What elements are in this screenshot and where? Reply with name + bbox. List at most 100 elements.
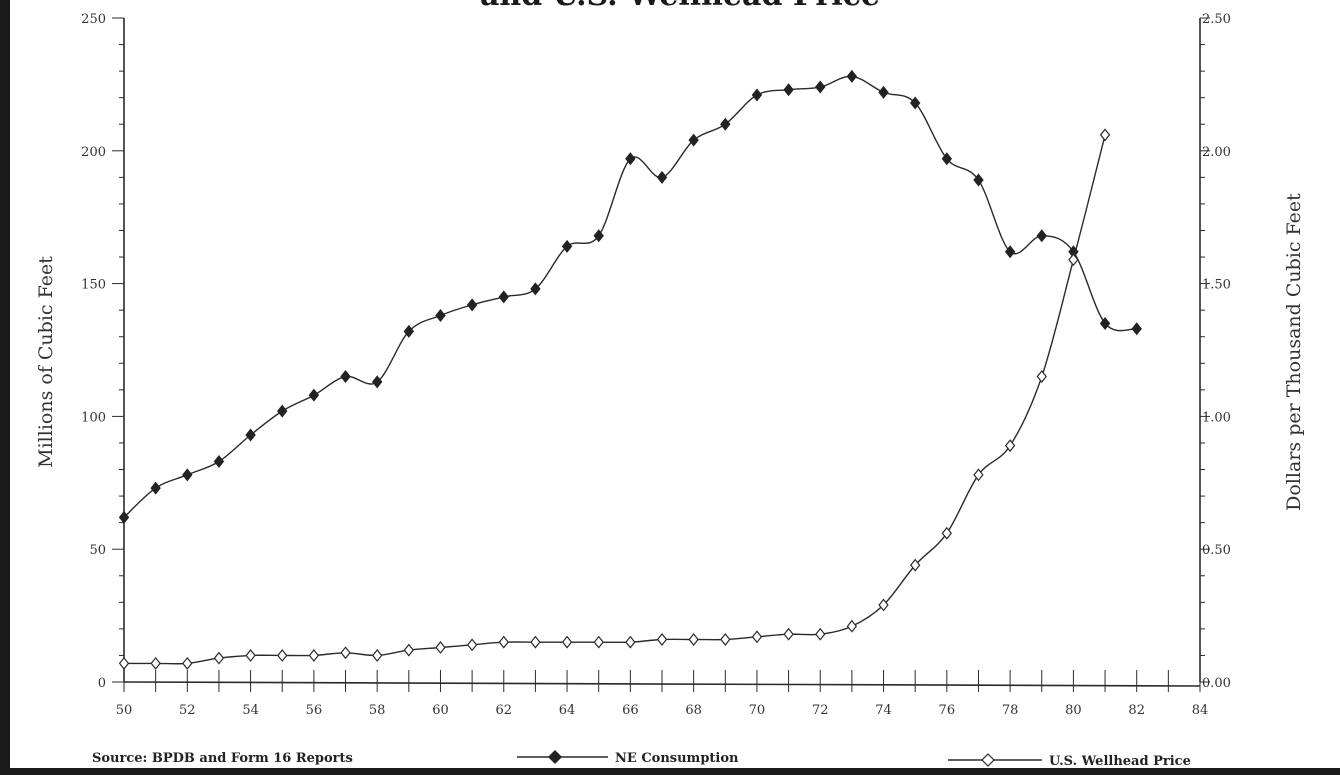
data-point-price — [688, 633, 699, 646]
scan-border-left — [0, 0, 10, 775]
data-point-ne-consumption — [150, 481, 161, 495]
x-tick-label: 60 — [432, 703, 449, 718]
data-point-ne-consumption — [846, 69, 858, 83]
y-right-tick-label: 2.50 — [1202, 12, 1231, 27]
data-point-ne-consumption — [625, 152, 636, 166]
data-point-price — [751, 630, 763, 644]
legend-ne-label: NE Consumption — [615, 751, 739, 766]
data-point-ne-consumption — [1068, 245, 1079, 259]
data-point-price — [1036, 370, 1047, 384]
data-point-price — [878, 598, 889, 612]
data-point-price — [1004, 439, 1016, 453]
data-point-price — [846, 619, 858, 633]
scan-border-bottom — [0, 768, 1340, 775]
y-left-tick-label: 50 — [89, 543, 106, 558]
data-point-price — [815, 627, 826, 641]
chart-title: and U.S. Wellhead Price — [420, 0, 940, 13]
data-point-ne-consumption — [213, 455, 225, 469]
x-tick-label: 52 — [179, 703, 196, 718]
data-point-ne-consumption — [878, 85, 889, 99]
data-point-ne-consumption — [530, 282, 541, 296]
x-tick-label: 76 — [939, 703, 956, 718]
x-tick-label: 68 — [685, 703, 702, 718]
x-tick-label: 58 — [369, 703, 386, 718]
data-point-ne-consumption — [815, 80, 826, 94]
x-tick-label: 62 — [495, 703, 512, 718]
series-line-price — [123, 134, 1106, 665]
data-point-price — [498, 635, 509, 649]
footer: Source: BPDB and Form 16 Reports NE Cons… — [92, 750, 1191, 769]
y-left-tick-label: 0 — [98, 676, 106, 691]
data-point-price — [372, 648, 383, 662]
data-point-ne-consumption — [909, 96, 921, 110]
legend-price: U.S. Wellhead Price — [948, 753, 1191, 769]
x-tick-label: 72 — [812, 703, 829, 718]
legend-ne: NE Consumption — [517, 750, 739, 766]
data-point-price — [466, 638, 478, 652]
data-point-price — [150, 656, 161, 670]
y-right-tick-label: 2.00 — [1202, 145, 1231, 160]
legend-price-marker — [981, 753, 995, 767]
data-point-ne-consumption — [973, 173, 984, 187]
data-point-ne-consumption — [435, 308, 446, 322]
x-tick-label: 80 — [1065, 703, 1082, 718]
y-right-tick-label: 1.00 — [1202, 410, 1231, 425]
data-point-ne-consumption — [720, 117, 731, 131]
data-point-price — [1068, 253, 1079, 267]
series-line-ne-consumption — [123, 75, 1137, 518]
axes-group: 0 50 100 150 200 250 0.00 0.50 1.00 1.50 2.00 2.50 5… — [81, 12, 1231, 718]
data-point-price — [340, 646, 351, 660]
y-left-tick-label: 250 — [81, 12, 106, 27]
y-left-tick-label: 150 — [81, 278, 106, 293]
data-point-price — [182, 656, 193, 670]
y-right-tick-label: 1.50 — [1202, 278, 1231, 293]
y-left-tick-label: 200 — [81, 145, 106, 160]
data-point-ne-consumption — [371, 375, 383, 389]
y-axis-left-label: Millions of Cubic Feet — [35, 256, 57, 468]
x-tick-label: 84 — [1192, 703, 1209, 718]
y-right-tick-label: 0.00 — [1202, 676, 1231, 691]
series-group — [118, 69, 1142, 670]
data-point-ne-consumption — [593, 229, 604, 243]
data-point-ne-consumption — [340, 370, 351, 384]
data-point-ne-consumption — [498, 290, 509, 304]
data-point-ne-consumption — [118, 510, 130, 524]
data-point-price — [941, 526, 952, 540]
data-point-ne-consumption — [182, 468, 193, 482]
data-point-price — [530, 635, 541, 649]
x-tick-label: 56 — [306, 703, 323, 718]
data-point-ne-consumption — [1099, 316, 1111, 330]
x-tick-label: 66 — [622, 703, 639, 718]
data-point-ne-consumption — [1131, 322, 1142, 336]
data-point-ne-consumption — [751, 88, 763, 102]
x-tick-label: 70 — [749, 703, 766, 718]
data-point-ne-consumption — [245, 428, 256, 442]
x-tick-label: 64 — [559, 703, 576, 718]
y-left-tick-label: 100 — [81, 410, 106, 425]
legend-price-label: U.S. Wellhead Price — [1049, 754, 1191, 769]
x-tick-label: 50 — [116, 703, 133, 718]
data-point-price — [1099, 128, 1111, 142]
data-point-ne-consumption — [1036, 229, 1047, 243]
data-point-ne-consumption — [466, 298, 478, 312]
data-point-ne-consumption — [308, 388, 320, 402]
data-point-price — [118, 656, 130, 670]
data-point-ne-consumption — [688, 133, 699, 147]
y-right-tick-label: 0.50 — [1202, 543, 1231, 558]
data-point-ne-consumption — [941, 152, 953, 166]
data-point-price — [213, 651, 225, 665]
data-point-price — [308, 648, 320, 662]
data-point-ne-consumption — [561, 239, 573, 253]
x-tick-label: 82 — [1128, 703, 1145, 718]
data-point-price — [561, 635, 573, 649]
y-axis-right-label: Dollars per Thousand Cubic Feet — [1283, 193, 1305, 511]
x-tick-label: 54 — [242, 703, 259, 718]
x-tick-label: 74 — [875, 703, 892, 718]
data-point-price — [593, 635, 604, 649]
data-point-ne-consumption — [656, 170, 668, 184]
data-point-price — [973, 468, 984, 482]
legend-ne-marker — [548, 750, 562, 764]
source-note: Source: BPDB and Form 16 Reports — [92, 751, 353, 766]
